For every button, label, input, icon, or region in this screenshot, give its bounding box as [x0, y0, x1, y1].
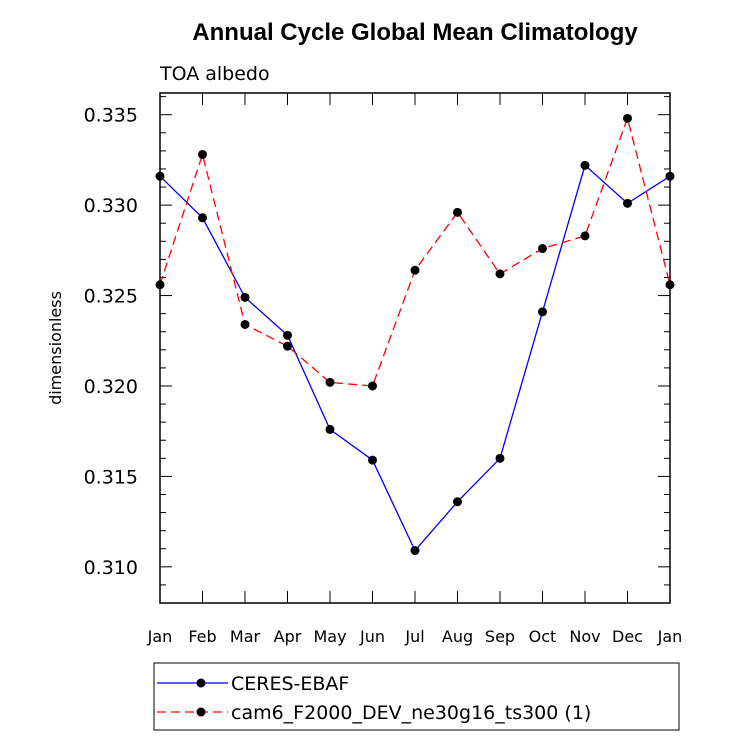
data-point: [198, 213, 207, 223]
x-tick-label: Nov: [569, 627, 600, 646]
x-tick-label: Oct: [529, 627, 557, 646]
series-layer: [155, 113, 675, 556]
data-point: [580, 231, 590, 241]
legend-marker: [196, 707, 206, 717]
axis-ticks: [159, 93, 671, 604]
y-axis-label: dimensionless: [46, 291, 65, 405]
data-point: [325, 424, 335, 434]
x-tick-label: Feb: [188, 627, 216, 646]
data-point: [495, 269, 505, 279]
x-tick-label: Jan: [657, 627, 683, 646]
series-2: [155, 113, 675, 391]
data-point: [538, 244, 547, 254]
data-point: [240, 319, 250, 329]
chart-subtitle: TOA albedo: [159, 63, 270, 85]
data-point: [623, 198, 632, 208]
y-tick-labels: 0.310 0.315 0.320 0.325 0.330 0.335: [84, 105, 138, 579]
x-tick-label: Jun: [359, 627, 385, 646]
x-tick-label: Mar: [230, 627, 261, 646]
data-point: [198, 149, 207, 159]
data-point: [155, 171, 165, 181]
series-1: [155, 160, 675, 556]
data-point: [283, 330, 292, 340]
data-point: [325, 377, 335, 387]
x-tick-label: Apr: [274, 627, 302, 646]
data-point: [538, 307, 547, 317]
y-tick-label: 0.310: [84, 557, 138, 579]
series-line: [159, 116, 671, 387]
chart-title: Annual Cycle Global Mean Climatology: [192, 19, 638, 46]
y-tick-label: 0.315: [84, 466, 138, 488]
data-point: [665, 280, 675, 290]
x-tick-label: May: [313, 627, 346, 646]
legend-marker: [196, 678, 206, 688]
data-point: [623, 113, 632, 123]
x-tick-label: Sep: [485, 627, 515, 646]
x-tick-label: Jul: [404, 627, 424, 646]
data-point: [155, 280, 165, 290]
data-point: [495, 453, 505, 463]
y-tick-label: 0.325: [84, 286, 138, 308]
data-point: [283, 341, 292, 351]
x-tick-label: Jan: [147, 627, 173, 646]
data-point: [240, 292, 250, 302]
plot-frame: [159, 92, 671, 604]
data-point: [368, 455, 377, 465]
data-point: [453, 497, 462, 507]
data-point: [410, 265, 420, 275]
legend: CERES-EBAF cam6_F2000_DEV_ne30g16_ts300 (…: [157, 673, 591, 724]
y-tick-label: 0.330: [84, 195, 138, 217]
legend-label: cam6_F2000_DEV_ne30g16_ts300 (1): [231, 702, 591, 724]
y-tick-label: 0.320: [84, 376, 138, 398]
series-line: [159, 164, 671, 552]
legend-label: CERES-EBAF: [231, 673, 349, 695]
y-tick-label: 0.335: [84, 105, 138, 127]
data-point: [410, 546, 420, 556]
legend-box: [153, 662, 680, 731]
x-tick-labels: Jan Feb Mar Apr May Jun Jul Aug Sep Oct Nov Dec Jan: [147, 627, 683, 646]
data-point: [580, 160, 590, 170]
data-point: [665, 171, 675, 181]
data-point: [368, 381, 377, 391]
data-point: [453, 207, 462, 217]
x-tick-label: Aug: [442, 627, 473, 646]
x-tick-label: Dec: [612, 627, 643, 646]
